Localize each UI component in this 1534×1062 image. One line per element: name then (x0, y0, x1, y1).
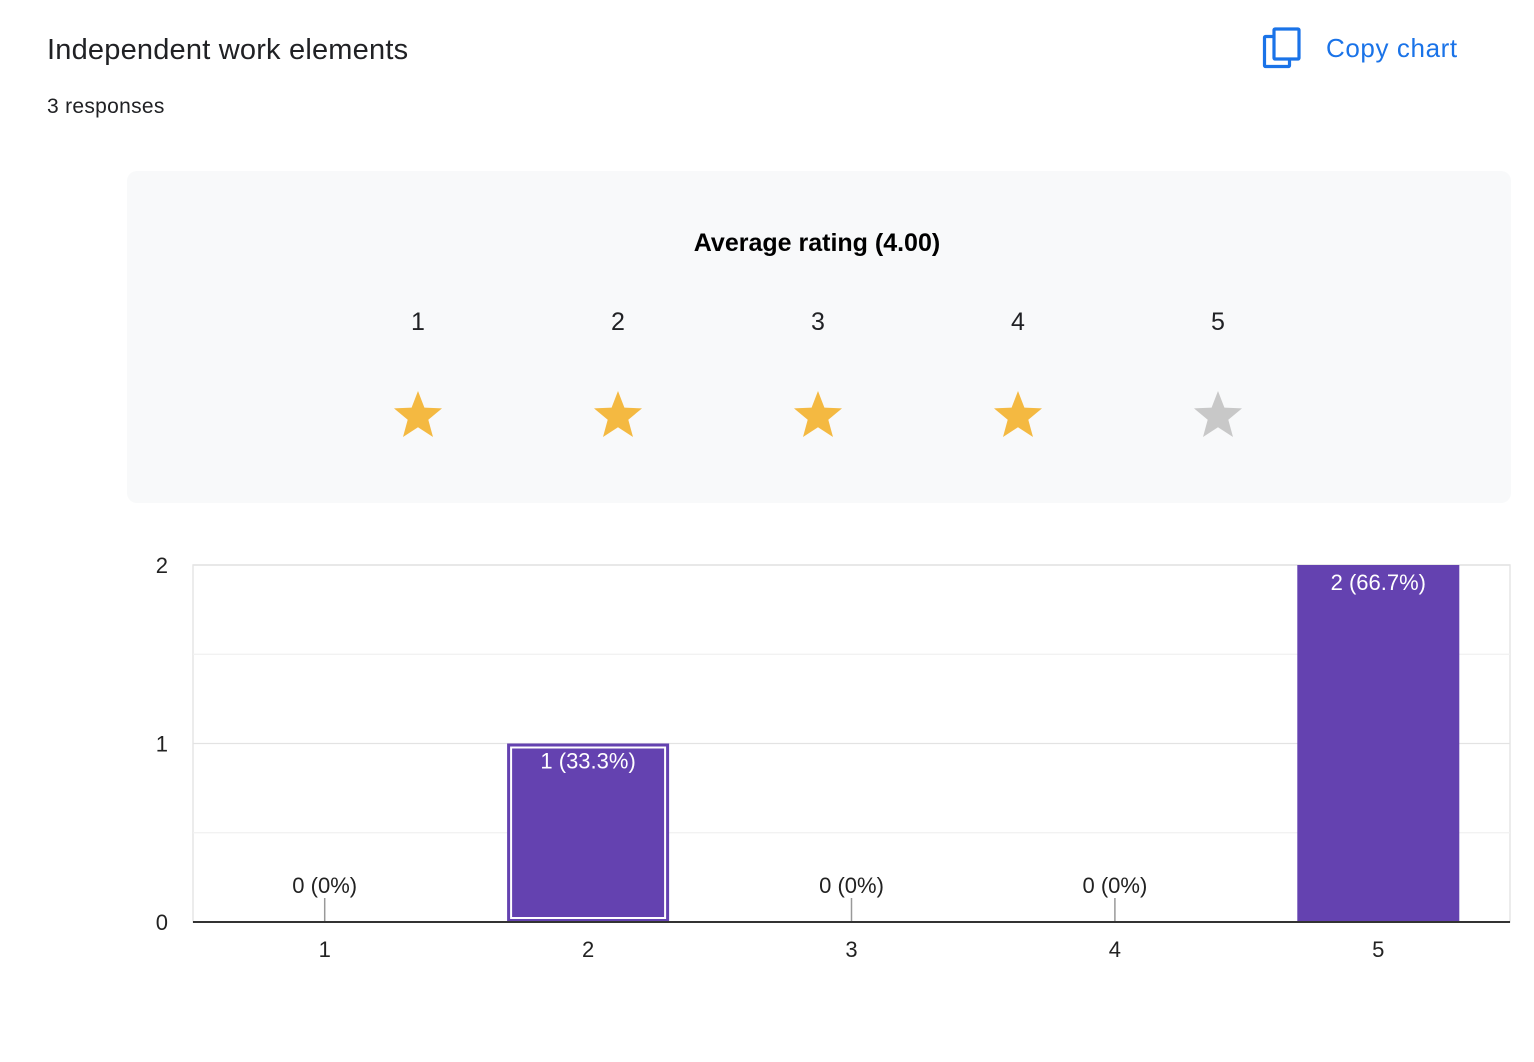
data-label: 0 (0%) (292, 873, 357, 898)
star-empty-icon (1194, 391, 1242, 437)
x-tick-label: 5 (1372, 937, 1384, 962)
star-filled-icon (794, 391, 842, 437)
data-label: 0 (0%) (1083, 873, 1148, 898)
star-filled-icon (994, 391, 1042, 437)
star-filled-icon (394, 391, 442, 437)
data-label: 1 (33.3%) (540, 749, 635, 774)
copy-chart-button[interactable]: Copy chart (1262, 22, 1458, 74)
y-tick-label: 0 (156, 910, 168, 935)
copy-chart-label: Copy chart (1326, 32, 1458, 63)
star-number: 5 (1211, 308, 1225, 336)
average-rating-label: Average rating (4.00) (693, 229, 941, 257)
x-tick-label: 2 (582, 937, 594, 962)
copy-icon (1262, 27, 1301, 69)
x-tick-label: 1 (319, 937, 331, 962)
data-label: 2 (66.7%) (1331, 570, 1426, 595)
x-tick-label: 3 (845, 937, 857, 962)
bar (1297, 565, 1460, 922)
question-title: Independent work elements (47, 34, 409, 66)
star-number: 3 (811, 308, 825, 336)
bar (507, 743, 670, 922)
average-rating-panel: Average rating (4.00) 1 2 3 4 5 (127, 171, 1511, 503)
data-label: 0 (0%) (819, 873, 884, 898)
x-tick-label: 4 (1109, 937, 1121, 962)
star-filled-icon (594, 391, 642, 437)
y-tick-label: 1 (156, 732, 168, 757)
star-number: 2 (611, 308, 625, 336)
star-number: 1 (411, 308, 425, 336)
y-tick-label: 2 (156, 553, 168, 578)
bar-highlight (510, 746, 667, 919)
response-count: 3 responses (47, 95, 165, 118)
star-number: 4 (1011, 308, 1025, 336)
